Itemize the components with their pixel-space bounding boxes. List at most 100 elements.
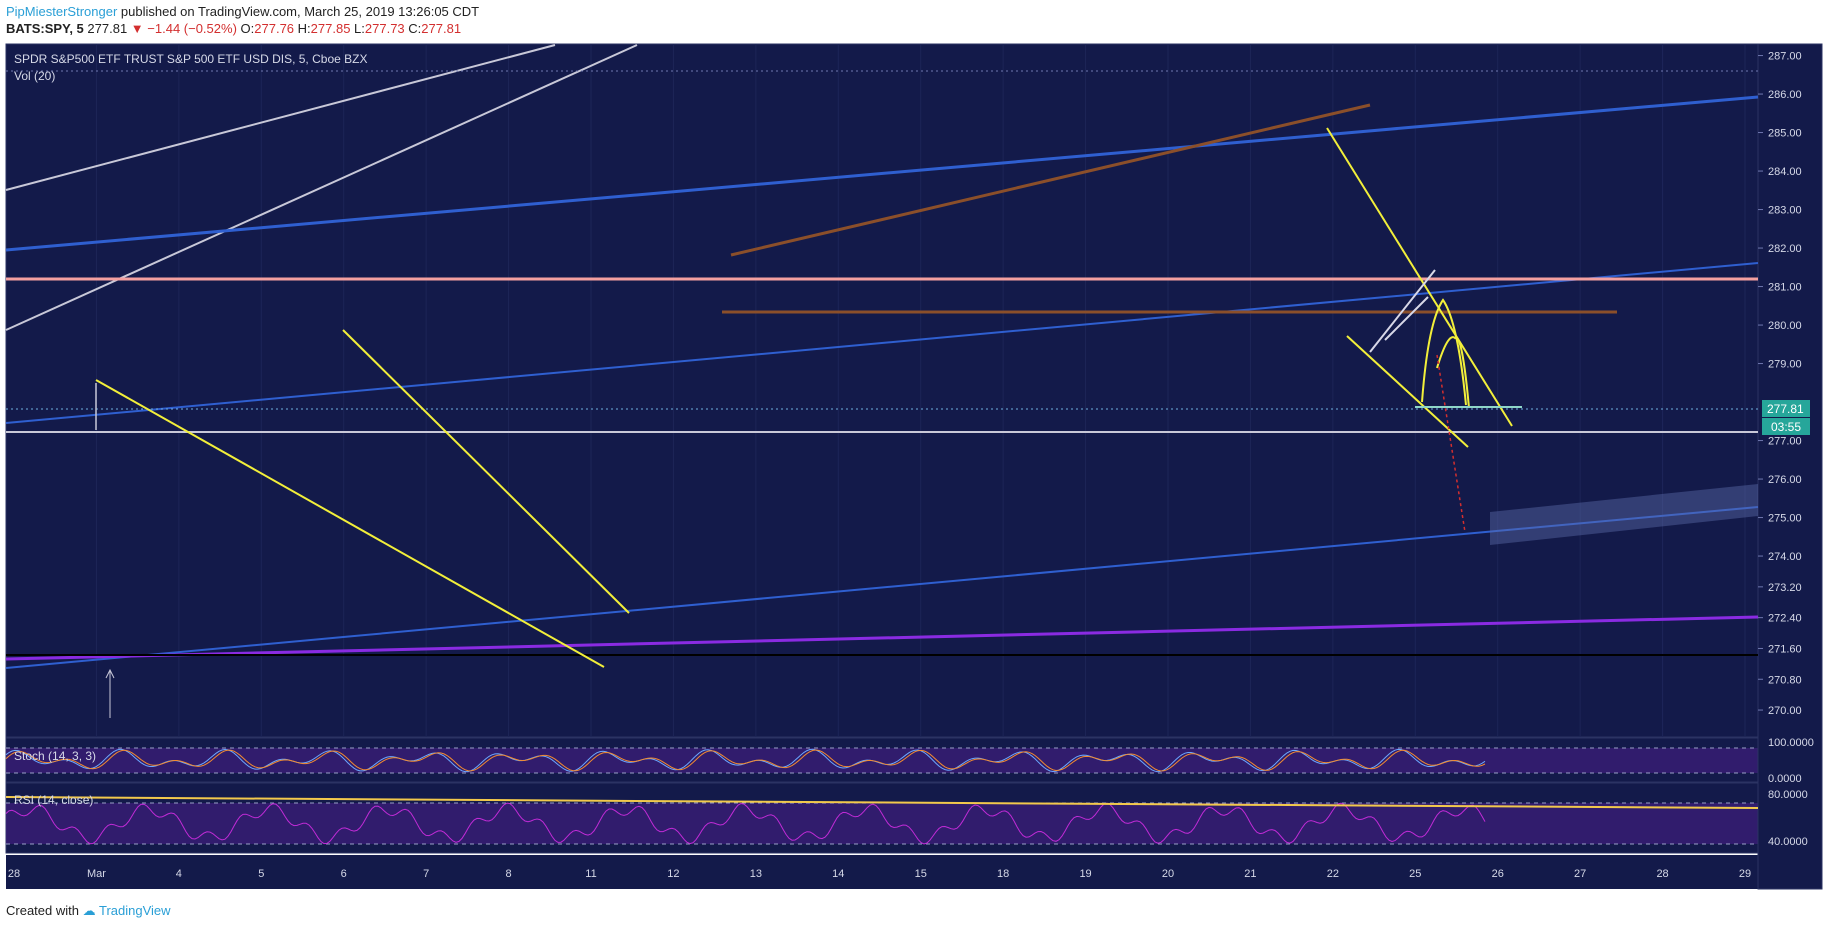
price-tick: 280.00: [1768, 320, 1802, 332]
main-pane[interactable]: [5, 43, 1759, 738]
footer: Created with ☁ TradingView: [6, 903, 171, 919]
white-arrow-head: [105, 668, 115, 679]
price-tick: 276.00: [1768, 474, 1802, 486]
stoch-label: Stoch (14, 3, 3): [14, 749, 96, 763]
brown-trendline: [730, 103, 1371, 257]
author-link[interactable]: PipMiesterStronger: [6, 4, 118, 19]
yellow-arc-left: [1421, 298, 1467, 406]
price-badge-bg: [1762, 400, 1810, 417]
time-tick: Mar: [87, 868, 106, 880]
time-tick: 20: [1162, 868, 1174, 880]
yellow-upper-right: [1326, 127, 1513, 427]
close-label: C:: [408, 21, 422, 36]
price-tick: 283.00: [1768, 205, 1802, 217]
price-tick: 287.00: [1768, 51, 1802, 63]
rsi-tick-40: 40.0000: [1768, 836, 1808, 848]
price-tick: 272.40: [1768, 613, 1802, 625]
time-tick-labels: 28 Mar 4 5 6 7 8 11 12 13 14 15 18 19 20 21 22 25 26 27 28 29: [8, 868, 1751, 880]
yellow-wedge-upper-1: [342, 329, 630, 614]
price-tick: 275.00: [1768, 513, 1802, 525]
yellow-arc-right: [1436, 336, 1470, 409]
blue-channel-bottom: [5, 506, 1759, 669]
rsi-yellow-line: [5, 796, 1759, 809]
stoch-tick-100: 100.0000: [1768, 737, 1814, 749]
time-tick: 12: [667, 868, 679, 880]
price-tick: 281.00: [1768, 282, 1802, 294]
time-tick: 8: [506, 868, 512, 880]
white-flag-1: [1369, 269, 1436, 353]
time-tick: 7: [423, 868, 429, 880]
price-tick-labels: 287.00 286.00 285.00 284.00 283.00 282.00 281.…: [1758, 51, 1802, 717]
time-tick: 25: [1409, 868, 1421, 880]
drawings: [5, 44, 1759, 718]
purple-support: [5, 615, 1759, 661]
time-tick: 15: [915, 868, 927, 880]
time-tick: 6: [341, 868, 347, 880]
price-tick: 270.00: [1768, 705, 1802, 717]
created-with: Created with: [6, 903, 79, 918]
time-tick: 29: [1739, 868, 1751, 880]
gray-trendline-lower: [5, 44, 638, 331]
price-tick: 274.00: [1768, 551, 1802, 563]
price-badge: 277.81: [1767, 402, 1804, 416]
rsi-label: RSI (14, close): [14, 793, 93, 807]
time-tick: 5: [258, 868, 264, 880]
time-tick: 21: [1244, 868, 1256, 880]
rsi-line: [5, 802, 1486, 845]
stoch-tick-0: 0.0000: [1768, 773, 1802, 785]
time-tick: 26: [1492, 868, 1504, 880]
close-value: 277.81: [421, 21, 462, 36]
time-tick: 19: [1079, 868, 1091, 880]
open-label: O:: [240, 21, 255, 36]
low-label: L:: [354, 21, 365, 36]
price-tick: 273.20: [1768, 582, 1802, 594]
price-tick: 277.00: [1768, 436, 1802, 448]
open-value: 277.76: [254, 21, 295, 36]
chart-area[interactable]: 287.00 286.00 285.00 284.00 283.00 282.00 281.…: [0, 42, 1828, 900]
price-tick: 285.00: [1768, 128, 1802, 140]
time-tick: 13: [750, 868, 762, 880]
low-value: 277.73: [364, 21, 405, 36]
timer-badge-bg: [1762, 418, 1810, 435]
high-label: H:: [297, 21, 311, 36]
price-tick: 271.60: [1768, 643, 1802, 655]
price-tick: 270.80: [1768, 674, 1802, 686]
volume-label: Vol (20): [14, 69, 55, 83]
price-tick: 284.00: [1768, 166, 1802, 178]
yellow-wedge-lower-1: [95, 379, 605, 668]
time-tick: 22: [1327, 868, 1339, 880]
stoch-d: [5, 749, 1486, 772]
time-tick: 18: [997, 868, 1009, 880]
white-flag-2: [1384, 296, 1429, 341]
blue-channel-top: [5, 95, 1759, 252]
published-text: published on TradingView.com, March 25, …: [120, 4, 480, 19]
price-tick: 286.00: [1768, 89, 1802, 101]
time-tick: 28: [1656, 868, 1668, 880]
gray-trendline-upper: [5, 44, 556, 191]
publish-line: PipMiesterStronger published on TradingV…: [6, 4, 479, 19]
stoch-lines: [5, 747, 1758, 845]
price-tick: 282.00: [1768, 243, 1802, 255]
time-tick: 11: [585, 868, 596, 880]
grid: [95, 44, 1746, 737]
change: ▼ −1.44 (−0.52%): [130, 21, 237, 36]
time-tick: 14: [832, 868, 844, 880]
price-axis: [1757, 43, 1823, 890]
rsi-series: [5, 802, 1486, 845]
time-tick: 27: [1574, 868, 1586, 880]
timer-badge: 03:55: [1771, 420, 1801, 434]
tradingview-icon: ☁: [82, 903, 96, 918]
time-tick: 28: [8, 868, 20, 880]
price-tick: 279.00: [1768, 359, 1802, 371]
target-zone: [1490, 484, 1758, 545]
yellow-lower-right: [1346, 335, 1469, 448]
rsi-band: [6, 803, 1758, 844]
symbol: BATS:SPY, 5: [6, 21, 84, 36]
tradingview-link[interactable]: TradingView: [99, 903, 171, 918]
main-title: SPDR S&P500 ETF TRUST S&P 500 ETF USD DI…: [14, 52, 367, 66]
symbol-line: BATS:SPY, 5 277.81 ▼ −1.44 (−0.52%) O:27…: [6, 21, 461, 36]
last-price: 277.81: [87, 21, 128, 36]
time-tick: 4: [176, 868, 182, 880]
time-axis: [6, 855, 1758, 889]
high-value: 277.85: [310, 21, 351, 36]
